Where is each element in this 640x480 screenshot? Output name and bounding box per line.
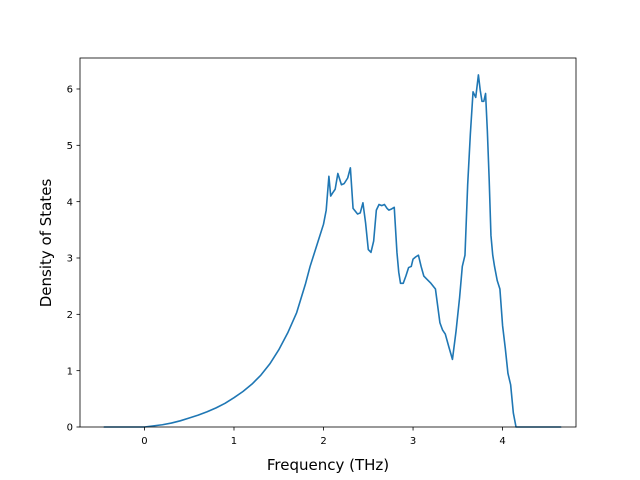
y-axis-label: Density of States [37,179,55,308]
x-tick-label: 1 [231,436,237,447]
x-tick-label: 3 [410,436,416,447]
y-tick-label: 2 [67,310,73,321]
y-tick-label: 6 [67,85,73,96]
x-tick-label: 0 [141,436,147,447]
y-tick-label: 0 [67,423,73,434]
y-axis-ticks: 0 1 2 3 4 5 6 [67,85,80,434]
plot-frame [79,57,577,428]
y-tick-label: 4 [67,197,73,208]
x-tick-label: 2 [320,436,326,447]
plot-area [79,57,577,428]
x-tick-label: 4 [499,436,505,447]
series-line-0 [103,74,562,428]
x-axis-label: Frequency (THz) [267,456,389,474]
x-axis-ticks: 0 1 2 3 4 [141,427,506,447]
plot-background [80,58,576,427]
y-tick-label: 3 [67,254,73,265]
y-tick-label: 5 [67,141,73,152]
y-tick-label: 1 [67,366,73,377]
